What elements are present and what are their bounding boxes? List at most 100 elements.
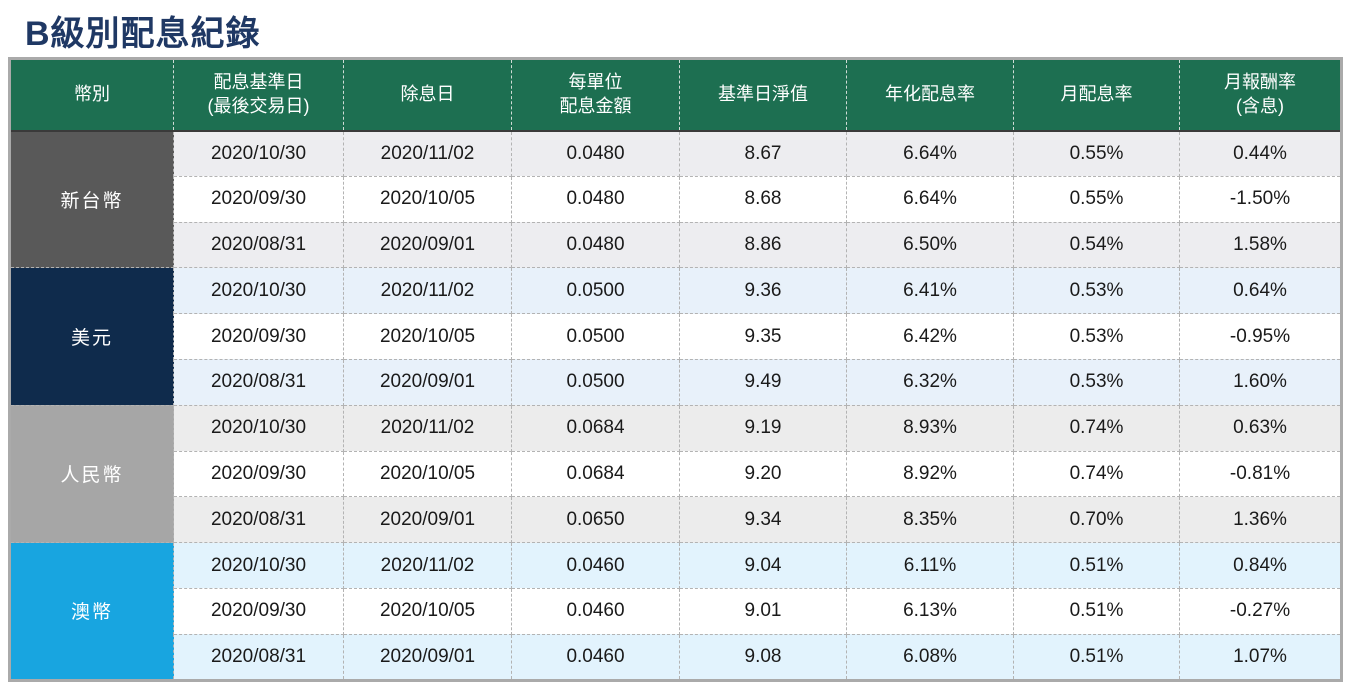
table-cell: 0.0650 [511,496,680,544]
header-monthly-rate: 月配息率 [1013,58,1180,132]
table-cell: 0.64% [1179,267,1342,315]
table-cell: 2020/09/01 [343,221,512,269]
table-cell: 9.08 [679,633,847,681]
table-cell: 0.0480 [511,175,680,223]
table-cell: 2020/09/30 [173,175,344,223]
header-annualized-rate: 年化配息率 [846,58,1014,132]
table-cell: 6.42% [846,313,1014,360]
table-cell: 6.64% [846,130,1014,177]
table-cell: 0.0500 [511,313,680,360]
table-cell: 0.55% [1013,130,1180,177]
table-row: 2020/09/30 2020/10/05 0.0500 9.35 6.42% 0.53%… [10,313,1342,360]
table-cell: 2020/10/05 [343,450,512,498]
table-cell: 6.08% [846,633,1014,681]
table-cell: 0.53% [1013,313,1180,360]
table-row: 2020/09/30 2020/10/05 0.0460 9.01 6.13% 0.51%… [10,587,1342,635]
table-cell: 8.68 [679,175,847,223]
table-cell: 2020/11/02 [343,267,512,315]
table-row: 2020/08/31 2020/09/01 0.0480 8.86 6.50% 0.54%… [10,221,1342,269]
table-cell: 0.53% [1013,267,1180,315]
table-cell: 8.92% [846,450,1014,498]
table-cell: 2020/09/01 [343,496,512,544]
table-row: 2020/08/31 2020/09/01 0.0650 9.34 8.35% 0.70%… [10,496,1342,544]
table-header-row: 幣別 配息基準日 (最後交易日) 除息日 每單位 配息金額 基準日淨值 年化配息… [9,58,1342,132]
currency-cell-2: 人民幣 [9,404,174,544]
table-cell: 6.13% [846,587,1014,635]
table-cell: 0.54% [1013,221,1180,269]
table-cell: 8.67 [679,130,847,177]
table-cell: 0.0480 [511,130,680,177]
table-cell: 0.44% [1179,130,1342,177]
table-cell: 8.86 [679,221,847,269]
table-cell: 6.32% [846,358,1014,406]
table-cell: 1.36% [1179,496,1342,544]
table-cell: 9.34 [679,496,847,544]
table-cell: 0.74% [1013,404,1180,452]
table-cell: 0.51% [1013,542,1180,589]
page-title: B級別配息紀錄 [25,15,261,53]
table-cell: 1.60% [1179,358,1342,406]
table-cell: 0.0500 [511,267,680,315]
table-cell: 2020/09/30 [173,450,344,498]
header-monthly-return: 月報酬率 (含息) [1179,58,1342,132]
table-cell: -1.50% [1179,175,1342,223]
table-row: 美元 2020/10/30 2020/11/02 0.0500 9.36 6.41% 0.5… [9,267,1342,406]
table-cell: 2020/09/01 [343,358,512,406]
table-cell: 2020/10/30 [173,267,344,315]
table-cell: 0.51% [1013,633,1180,681]
table-cell: 0.0684 [511,404,680,452]
currency-cell-0: 新台幣 [9,129,174,269]
table-cell: 9.35 [679,313,847,360]
table-row: 2020/09/30 2020/10/05 0.0480 8.68 6.64% 0.55%… [10,175,1342,223]
table-cell: 2020/10/05 [343,587,512,635]
table-row: 人民幣 2020/10/30 2020/11/02 0.0684 9.19 8.93% 0.… [9,404,1342,544]
table-cell: 9.04 [679,542,847,589]
table-cell: 0.0460 [511,633,680,681]
table-cell: -0.81% [1179,450,1342,498]
table-cell: 0.0460 [511,542,680,589]
header-ex-dividend-date: 除息日 [343,58,512,132]
table-cell: 2020/11/02 [343,130,512,177]
table-cell: 8.93% [846,404,1014,452]
header-currency: 幣別 [9,58,174,132]
table-cell: 0.0684 [511,450,680,498]
table-row: 澳幣 2020/10/30 2020/11/02 0.0460 9.04 6.11% 0.5… [9,542,1342,681]
table-row: 新台幣 2020/10/30 2020/11/02 0.0480 8.67 6.64% 0.… [9,129,1342,269]
dividend-record-table: 幣別 配息基準日 (最後交易日) 除息日 每單位 配息金額 基準日淨值 年化配息… [8,57,1343,682]
table-cell: 2020/10/30 [173,404,344,452]
table-cell: 9.01 [679,587,847,635]
table-cell: 0.51% [1013,587,1180,635]
header-nav-on-record-date: 基準日淨值 [679,58,847,132]
table-cell: 2020/11/02 [343,542,512,589]
table-cell: 2020/10/30 [173,542,344,589]
table-cell: 2020/08/31 [173,358,344,406]
table-cell: 2020/11/02 [343,404,512,452]
header-record-date: 配息基準日 (最後交易日) [173,58,344,132]
table-cell: 2020/09/30 [173,587,344,635]
table-row: 2020/08/31 2020/09/01 0.0460 9.08 6.08% 0.51%… [10,633,1342,681]
table-cell: 2020/10/30 [173,130,344,177]
table-cell: 0.74% [1013,450,1180,498]
table-cell: 0.0460 [511,587,680,635]
table-cell: 6.41% [846,267,1014,315]
table-cell: 0.84% [1179,542,1342,589]
table-cell: 1.07% [1179,633,1342,681]
table-cell: 0.0500 [511,358,680,406]
currency-cell-3: 澳幣 [9,542,174,681]
table-cell: -0.95% [1179,313,1342,360]
table-row: 2020/09/30 2020/10/05 0.0684 9.20 8.92% 0.74%… [10,450,1342,498]
table-cell: 2020/10/05 [343,175,512,223]
table-cell: 0.70% [1013,496,1180,544]
table-cell: 2020/08/31 [173,496,344,544]
table-cell: 9.49 [679,358,847,406]
table-row: 2020/08/31 2020/09/01 0.0500 9.49 6.32% 0.53%… [10,358,1342,406]
table-cell: 2020/09/01 [343,633,512,681]
table-cell: 6.64% [846,175,1014,223]
currency-cell-1: 美元 [9,267,174,406]
table-cell: 2020/09/30 [173,313,344,360]
table-body: 新台幣 2020/10/30 2020/11/02 0.0480 8.67 6.64% 0.… [9,129,1342,681]
table-cell: 6.50% [846,221,1014,269]
table-cell: 2020/10/05 [343,313,512,360]
table-cell: 9.36 [679,267,847,315]
table-cell: 9.20 [679,450,847,498]
